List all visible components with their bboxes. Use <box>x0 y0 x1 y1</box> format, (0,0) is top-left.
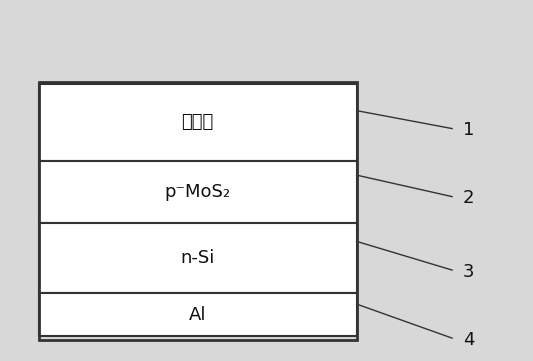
Text: n-Si: n-Si <box>180 249 215 268</box>
Bar <box>38 82 357 340</box>
Text: 石墨烯: 石墨烯 <box>181 113 214 131</box>
Bar <box>38 223 357 293</box>
Bar <box>38 84 357 161</box>
Text: 2: 2 <box>463 190 474 208</box>
Text: 1: 1 <box>463 121 474 139</box>
Bar <box>38 161 357 223</box>
Text: 3: 3 <box>463 263 474 281</box>
Text: 4: 4 <box>463 331 474 349</box>
Bar <box>38 293 357 336</box>
Text: Al: Al <box>189 306 206 324</box>
Text: p⁻MoS₂: p⁻MoS₂ <box>165 183 231 201</box>
